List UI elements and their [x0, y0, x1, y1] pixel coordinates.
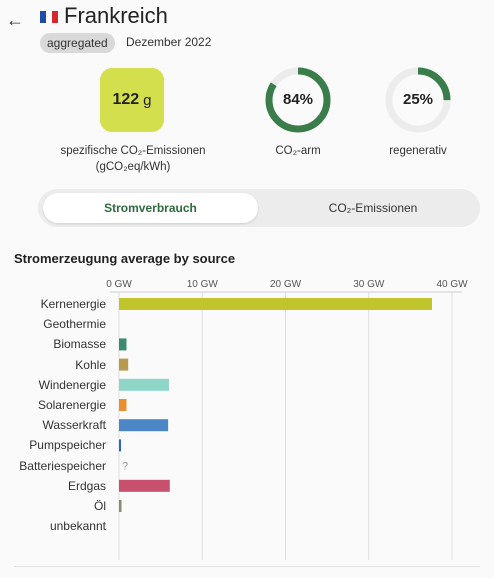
x-tick-label: 10 GW [187, 279, 219, 290]
tab-co2-emissionen[interactable]: CO₂-Emissionen [328, 201, 418, 215]
category-label: Windenergie [38, 377, 106, 392]
bar-biomasse[interactable] [119, 338, 127, 351]
period-date: Dezember 2022 [126, 35, 212, 49]
category-label: Pumpspeicher [29, 438, 106, 453]
page-title: Frankreich [64, 3, 168, 28]
chart-title: Stromerzeugung average by source [14, 251, 236, 266]
bar-solarenergie[interactable] [119, 399, 127, 411]
co2-caption-line2: (gCO₂eq/kWh) [95, 161, 171, 173]
x-tick-label: 0 GW [106, 279, 132, 290]
category-label: Geothermie [43, 317, 106, 332]
low-carbon-value: 84% [282, 91, 314, 108]
category-label: Biomasse [53, 337, 106, 352]
x-tick-label: 40 GW [436, 279, 468, 290]
category-label: Kernenergie [40, 297, 106, 311]
category-label: Erdgas [67, 478, 106, 493]
bottom-divider [14, 566, 480, 567]
category-label: Solarenergie [37, 398, 106, 412]
back-arrow-icon[interactable]: ← [6, 10, 24, 30]
co2-intensity-caption: spezifische CO₂-Emissionen (gCO₂eq/kWh) [40, 143, 226, 175]
renewable-ring [385, 67, 451, 133]
bar-öl[interactable] [119, 500, 122, 512]
category-label: Öl [94, 499, 106, 513]
renewable-label: regenerativ [389, 145, 447, 157]
missing-value-marker: ? [122, 461, 128, 473]
category-label: Batteriespeicher [19, 458, 106, 473]
x-tick-label: 30 GW [353, 279, 385, 290]
bar-wasserkraft[interactable] [119, 419, 169, 432]
generation-bar-chart: 0 GW 10 GW 20 GW 30 GW 40 GW? [106, 279, 468, 560]
low-carbon-ring [265, 67, 331, 133]
co2-intensity-box: 122 g [100, 68, 164, 132]
co2-intensity-value: 122 [112, 91, 140, 108]
bar-windenergie[interactable] [119, 378, 169, 391]
bar-pumpspeicher[interactable] [119, 439, 121, 452]
category-label: unbekannt [49, 519, 106, 534]
low-carbon-label: CO₂-arm [275, 145, 321, 157]
category-label: Kohle [75, 357, 106, 372]
flag-france-icon [40, 11, 58, 23]
view-toggle: Stromverbrauch CO₂-Emissionen [38, 189, 480, 227]
bar-kohle[interactable] [119, 358, 129, 371]
bar-kernenergie[interactable] [119, 298, 433, 310]
co2-caption-line1: spezifische CO₂-Emissionen [60, 145, 206, 157]
co2-intensity-unit: g [143, 91, 152, 109]
category-label: Wasserkraft [42, 418, 106, 433]
tab-stromverbrauch[interactable]: Stromverbrauch [43, 193, 258, 223]
renewable-value: 25% [402, 91, 434, 108]
x-tick-label: 20 GW [270, 279, 302, 290]
bar-erdgas[interactable] [119, 479, 170, 492]
aggregated-badge: aggregated [40, 33, 115, 53]
